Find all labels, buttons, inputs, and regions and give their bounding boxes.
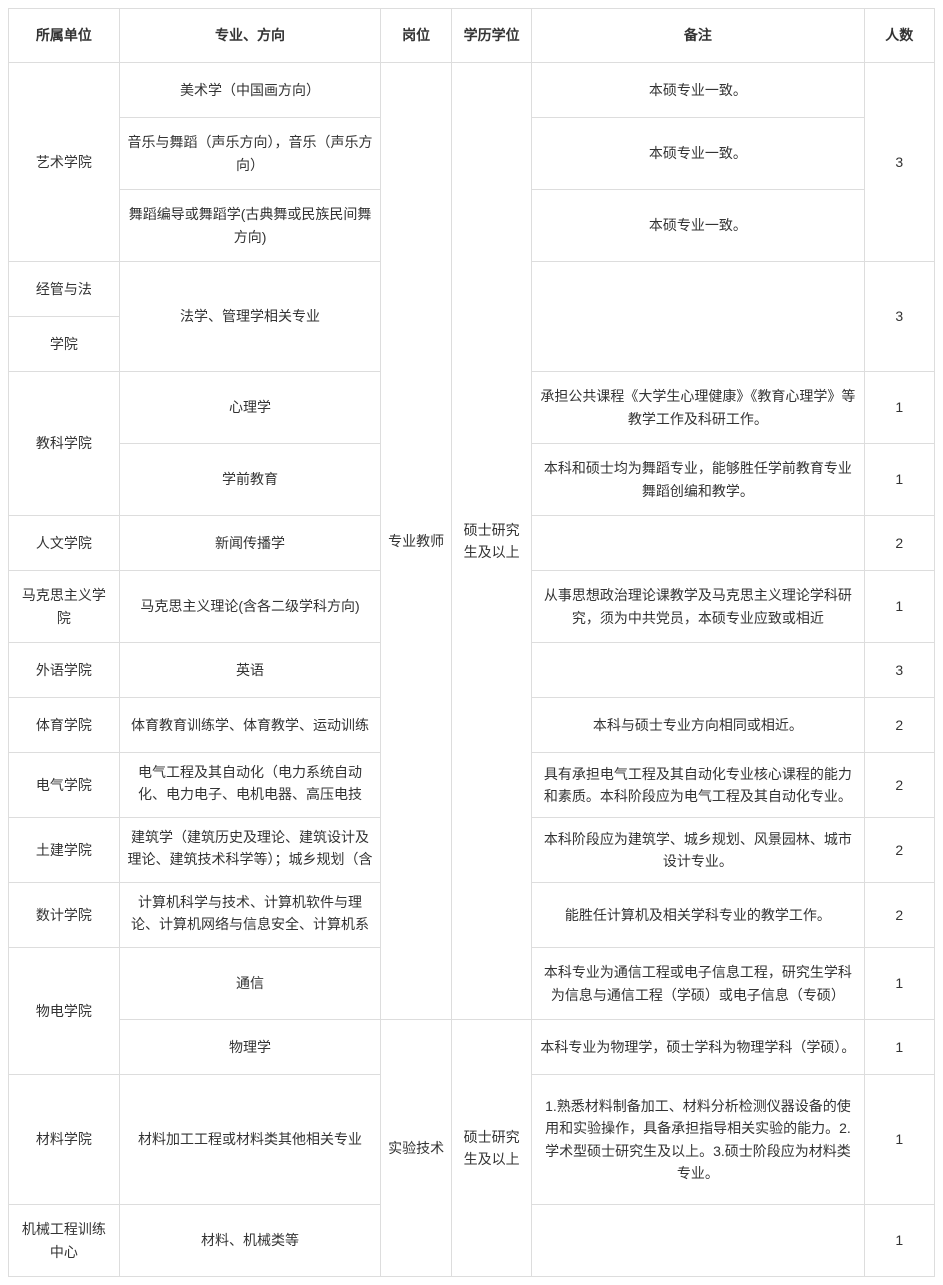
cell-count: 2 — [864, 818, 935, 883]
recruitment-table: 所属单位 专业、方向 岗位 学历学位 备注 人数 艺术学院 美术学（中国画方向）… — [8, 8, 935, 1277]
cell-major: 计算机科学与技术、计算机软件与理论、计算机网络与信息安全、计算机系统结构、计算机… — [119, 883, 381, 948]
cell-major: 物理学 — [119, 1020, 381, 1075]
cell-remark: 本科与硕士专业方向相同或相近。 — [532, 698, 864, 753]
table-header-row: 所属单位 专业、方向 岗位 学历学位 备注 人数 — [9, 9, 935, 63]
cell-major: 音乐与舞蹈（声乐方向），音乐（声乐方向） — [119, 118, 381, 190]
header-unit: 所属单位 — [9, 9, 120, 63]
cell-unit: 教科学院 — [9, 372, 120, 516]
cell-count: 1 — [864, 1205, 935, 1277]
cell-count: 2 — [864, 883, 935, 948]
cell-unit: 物电学院 — [9, 948, 120, 1075]
cell-remark: 1.熟悉材料制备加工、材料分析检测仪器设备的使用和实验操作，具备承担指导相关实验… — [532, 1075, 864, 1205]
header-remark: 备注 — [532, 9, 864, 63]
cell-unit: 机械工程训练中心 — [9, 1205, 120, 1277]
cell-count: 2 — [864, 698, 935, 753]
cell-major: 体育教育训练学、体育教学、运动训练 — [119, 698, 381, 753]
cell-remark — [532, 643, 864, 698]
cell-unit: 马克思主义学院 — [9, 571, 120, 643]
cell-remark-text: 具有承担电气工程及其自动化专业核心课程的能力和素质。本科阶段应为电气工程及其自动… — [538, 763, 857, 808]
cell-unit: 材料学院 — [9, 1075, 120, 1205]
cell-count: 3 — [864, 63, 935, 262]
header-position: 岗位 — [381, 9, 451, 63]
cell-major: 建筑学（建筑历史及理论、建筑设计及理论、建筑技术科学等）；城乡规划（含城市设计、… — [119, 818, 381, 883]
cell-degree: 硕士研究生及以上 — [451, 1020, 532, 1277]
table-row: 艺术学院 美术学（中国画方向） 专业教师 硕士研究生及以上 本硕专业一致。 3 — [9, 63, 935, 118]
cell-position: 实验技术 — [381, 1020, 451, 1277]
cell-remark: 本科专业为通信工程或电子信息工程，研究生学科为信息与通信工程（学硕）或电子信息（… — [532, 948, 864, 1020]
cell-remark — [532, 1205, 864, 1277]
cell-major: 通信 — [119, 948, 381, 1020]
cell-remark: 本硕专业一致。 — [532, 118, 864, 190]
cell-remark — [532, 516, 864, 571]
cell-unit: 数计学院 — [9, 883, 120, 948]
cell-count: 1 — [864, 948, 935, 1020]
cell-unit: 电气学院 — [9, 753, 120, 818]
cell-remark: 能胜任计算机及相关学科专业的教学工作。 — [532, 883, 864, 948]
cell-major-text: 计算机科学与技术、计算机软件与理论、计算机网络与信息安全、计算机系统结构、计算机… — [126, 891, 375, 939]
cell-count: 3 — [864, 643, 935, 698]
cell-unit: 人文学院 — [9, 516, 120, 571]
cell-unit: 经管与法 — [9, 262, 120, 317]
header-degree: 学历学位 — [451, 9, 532, 63]
cell-major: 学前教育 — [119, 444, 381, 516]
cell-remark-text: 从事思想政治理论课教学及马克思主义理论学科研究，须为中共党员，本硕专业应致或相近 — [538, 584, 857, 629]
cell-unit: 土建学院 — [9, 818, 120, 883]
cell-remark: 本科和硕士均为舞蹈专业，能够胜任学前教育专业舞蹈创编和教学。 — [532, 444, 864, 516]
cell-count: 1 — [864, 1020, 935, 1075]
cell-major: 材料、机械类等 — [119, 1205, 381, 1277]
cell-unit: 体育学院 — [9, 698, 120, 753]
cell-degree: 硕士研究生及以上 — [451, 63, 532, 1020]
cell-major-text: 建筑学（建筑历史及理论、建筑设计及理论、建筑技术科学等）；城乡规划（含城市设计、… — [126, 826, 375, 874]
cell-major: 马克思主义理论(含各二级学科方向) — [119, 571, 381, 643]
cell-count: 1 — [864, 444, 935, 516]
cell-count: 1 — [864, 372, 935, 444]
cell-unit: 外语学院 — [9, 643, 120, 698]
cell-count: 2 — [864, 516, 935, 571]
cell-count: 3 — [864, 262, 935, 372]
table-row: 物理学 实验技术 硕士研究生及以上 本科专业为物理学，硕士学科为物理学科（学硕）… — [9, 1020, 935, 1075]
cell-count: 2 — [864, 753, 935, 818]
cell-count: 1 — [864, 1075, 935, 1205]
cell-count: 1 — [864, 571, 935, 643]
cell-remark: 本硕专业一致。 — [532, 63, 864, 118]
cell-major: 新闻传播学 — [119, 516, 381, 571]
header-major: 专业、方向 — [119, 9, 381, 63]
cell-remark: 承担公共课程《大学生心理健康》《教育心理学》等教学工作及科研工作。 — [532, 372, 864, 444]
cell-remark: 具有承担电气工程及其自动化专业核心课程的能力和素质。本科阶段应为电气工程及其自动… — [532, 753, 864, 818]
cell-major: 美术学（中国画方向） — [119, 63, 381, 118]
cell-remark — [532, 262, 864, 372]
cell-unit: 艺术学院 — [9, 63, 120, 262]
cell-remark: 本科阶段应为建筑学、城乡规划、风景园林、城市设计专业。 — [532, 818, 864, 883]
cell-unit: 学院 — [9, 317, 120, 372]
cell-major-text: 电气工程及其自动化（电力系统自动化、电力电子、电机电器、高压电技术、电工理论） — [126, 761, 375, 809]
header-count: 人数 — [864, 9, 935, 63]
cell-remark-text: 本科专业为通信工程或电子信息工程，研究生学科为信息与通信工程（学硕）或电子信息（… — [538, 961, 857, 1006]
cell-position: 专业教师 — [381, 63, 451, 1020]
cell-remark: 从事思想政治理论课教学及马克思主义理论学科研究，须为中共党员，本硕专业应致或相近 — [532, 571, 864, 643]
cell-major: 法学、管理学相关专业 — [119, 262, 381, 372]
cell-remark: 本硕专业一致。 — [532, 190, 864, 262]
cell-major: 材料加工工程或材料类其他相关专业 — [119, 1075, 381, 1205]
cell-major: 心理学 — [119, 372, 381, 444]
cell-major: 电气工程及其自动化（电力系统自动化、电力电子、电机电器、高压电技术、电工理论） — [119, 753, 381, 818]
cell-major: 舞蹈编导或舞蹈学(古典舞或民族民间舞方向) — [119, 190, 381, 262]
cell-remark: 本科专业为物理学，硕士学科为物理学科（学硕）。 — [532, 1020, 864, 1075]
cell-major: 英语 — [119, 643, 381, 698]
